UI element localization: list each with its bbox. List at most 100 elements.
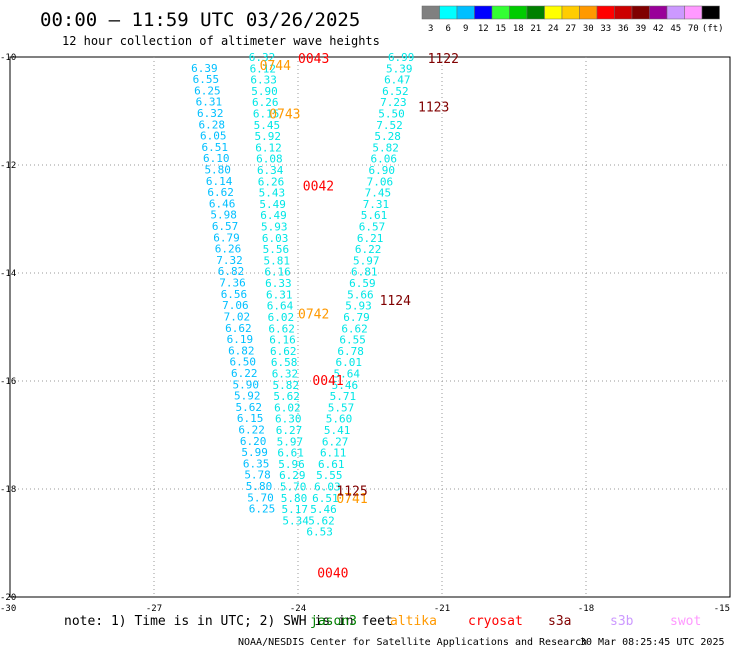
wave-height-value: 6.03: [314, 480, 341, 493]
wave-height-value: 6.20: [240, 435, 267, 448]
legend-swatch: [526, 5, 545, 20]
satellite-legend: jason3 altika cryosat s3a s3b swot: [310, 614, 701, 629]
wave-height-value: 7.32: [216, 254, 243, 267]
wave-height-value: 6.62: [341, 322, 368, 335]
wave-height-value: 5.62: [308, 514, 335, 527]
wave-height-value: 6.16: [269, 334, 296, 347]
lat-tick-label: -16: [0, 377, 16, 387]
legend-swatch: [561, 5, 580, 20]
wave-height-value: 6.79: [343, 311, 370, 324]
wave-height-value: 6.59: [349, 277, 376, 290]
pass-time-label: 0744: [260, 59, 291, 74]
wave-height-value: 6.30: [275, 413, 302, 426]
wave-height-value: 5.57: [328, 401, 355, 414]
wave-height-value: 6.64: [267, 300, 294, 313]
legend-swatch: [596, 5, 615, 20]
wave-height-value: 6.82: [228, 344, 255, 357]
longitude-axis: -30 -27 -24 -21 -18 -15: [0, 604, 730, 614]
wave-height-value: 5.41: [324, 424, 351, 437]
wave-height-value: 5.98: [210, 209, 237, 222]
pass-time-label: 0041: [312, 374, 343, 389]
wave-height-value: 6.33: [265, 277, 292, 290]
wave-height-value: 5.61: [361, 209, 388, 222]
wave-height-value: 6.62: [270, 345, 297, 358]
wave-height-value: 6.51: [312, 492, 339, 505]
wave-height-value: 6.55: [193, 73, 220, 86]
wave-height-value: 6.82: [218, 265, 245, 278]
wave-height-value: 5.80: [204, 164, 231, 177]
wave-height-value: 5.97: [353, 254, 380, 267]
lon-tick-label: -18: [578, 604, 594, 614]
footer-credit: NOAA/NESDIS Center for Satellite Applica…: [238, 637, 587, 648]
legend-label: 3: [428, 24, 433, 34]
wave-height-value: 6.08: [256, 153, 283, 166]
wave-height-value: 5.70: [280, 480, 307, 493]
lat-tick-label: -20: [0, 593, 16, 603]
wave-height-value: 6.31: [196, 96, 223, 109]
legend-swatch: [579, 5, 598, 20]
pass-time-label: 0040: [317, 567, 348, 582]
legend-swatch: [701, 5, 720, 20]
wave-height-value: 5.66: [347, 288, 374, 301]
wave-height-value: 6.46: [209, 197, 236, 210]
wave-height-values: 6.396.556.256.316.326.286.056.516.105.80…: [191, 51, 414, 539]
legend-swatch: [666, 5, 685, 20]
lon-tick-label: -21: [434, 604, 450, 614]
wave-height-value: 5.90: [251, 85, 278, 98]
legend-label: 12: [478, 24, 489, 34]
wave-height-value: 5.80: [246, 480, 273, 493]
wave-height-value: 5.39: [386, 62, 413, 75]
wave-height-value: 6.99: [388, 51, 415, 64]
wave-height-value: 6.79: [213, 231, 240, 244]
wave-height-value: 5.55: [316, 469, 343, 482]
wave-height-value: 6.51: [201, 141, 228, 154]
wave-height-value: 7.02: [224, 310, 251, 323]
wave-height-value: 7.52: [376, 119, 403, 132]
wave-height-value: 6.26: [258, 175, 285, 188]
lon-tick-label: -24: [290, 604, 306, 614]
legend-label: 15: [495, 24, 506, 34]
wave-height-value: 6.28: [199, 118, 226, 131]
wave-height-value: 6.57: [359, 221, 386, 234]
legend-swatch: [544, 5, 563, 20]
wave-height-value: 5.46: [332, 379, 359, 392]
wave-height-value: 6.16: [264, 266, 291, 279]
wave-height-value: 6.29: [279, 469, 306, 482]
wave-height-value: 6.49: [260, 209, 287, 222]
wave-height-value: 6.55: [339, 334, 366, 347]
legend-label: (ft): [702, 24, 724, 34]
wave-height-value: 5.82: [273, 379, 300, 392]
wave-height-value: 5.64: [334, 367, 361, 380]
legend-swatch: [649, 5, 668, 20]
lon-tick-label: -30: [0, 604, 16, 614]
wave-height-value: 5.93: [261, 221, 288, 234]
legend-label: 30: [583, 24, 594, 34]
wave-height-value: 6.26: [215, 243, 242, 256]
legend-swatch: [474, 5, 493, 20]
legend-label: 45: [670, 24, 681, 34]
wave-height-value: 5.99: [241, 446, 268, 459]
satellite-name: jason3: [310, 614, 357, 629]
wave-height-value: 6.01: [335, 356, 362, 369]
wave-height-value: 6.39: [191, 62, 218, 75]
wave-height-value: 6.62: [225, 322, 252, 335]
wave-height-value: 7.45: [365, 187, 392, 200]
pass-time-label: 1122: [428, 52, 459, 67]
wave-height-value: 7.36: [219, 277, 246, 290]
legend-label: 33: [600, 24, 611, 34]
wave-height-color-legend: 3 6 9 12 15 18 21 24 27 30 33 36 39 42 45 70 (ft): [421, 5, 724, 34]
wave-height-value: 7.06: [222, 299, 249, 312]
wave-height-value: 6.03: [262, 232, 289, 245]
pass-time-label: 0043: [298, 52, 329, 67]
legend-label: 6: [446, 24, 451, 34]
wave-height-value: 6.21: [357, 232, 384, 245]
legend-swatch: [421, 5, 440, 20]
wave-height-value: 6.26: [252, 96, 279, 109]
wave-height-value: 6.27: [322, 435, 349, 448]
pass-time-label: 0742: [298, 308, 329, 323]
satellite-name: cryosat: [468, 614, 523, 629]
wave-height-value: 6.25: [249, 503, 276, 516]
wave-height-value: 7.23: [380, 96, 407, 109]
pass-time-label: 1123: [418, 101, 449, 116]
plot-area: -10 -12 -14 -16 -18 -20 -30 -27 -24 -21 -18 -15 6.…: [0, 51, 731, 614]
